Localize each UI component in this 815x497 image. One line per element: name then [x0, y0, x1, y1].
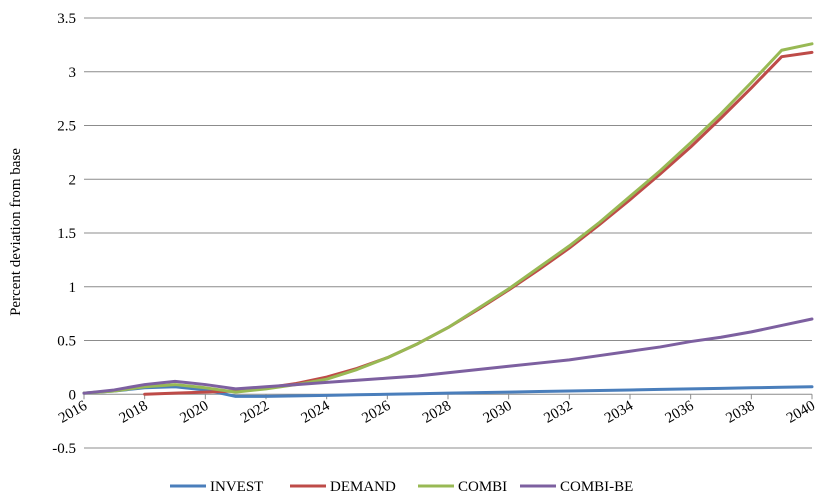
y-tick-label: 0	[69, 387, 77, 403]
x-tick-label: 2038	[723, 398, 757, 427]
x-tick-label: 2032	[541, 398, 575, 427]
legend: INVEST DEMAND COMBI COMBI-BE	[170, 479, 633, 495]
legend-item-combi: COMBI	[418, 479, 507, 495]
y-tick-label: 3.5	[57, 11, 76, 27]
series-line-combi-be	[82, 317, 814, 395]
y-tick-label: 2	[69, 172, 77, 188]
legend-item-combi-be: COMBI-BE	[520, 479, 633, 495]
legend-label: COMBI-BE	[560, 479, 633, 495]
series-line-invest	[82, 385, 814, 398]
legend-item-invest: INVEST	[170, 479, 263, 495]
x-tick-label: 2036	[663, 398, 697, 427]
series-lines	[82, 42, 814, 398]
x-tick-label: 2040	[784, 398, 815, 427]
legend-label: COMBI	[458, 479, 507, 495]
y-tick-label: 2.5	[57, 119, 76, 135]
y-tick-label: 0.5	[57, 334, 76, 350]
y-tick-label: 1	[69, 280, 77, 296]
x-axis-ticks: 2016 2018 2020 2022 2024 2026 2028 2030 2032 2034…	[56, 394, 815, 427]
x-tick-label: 2024	[299, 398, 333, 427]
legend-item-demand: DEMAND	[290, 479, 396, 495]
y-tick-label: 1.5	[57, 226, 76, 242]
gridlines	[84, 17, 812, 449]
x-tick-label: 2022	[238, 398, 272, 427]
y-axis-label: Percent deviation from base	[8, 148, 24, 316]
series-line-demand	[143, 50, 814, 396]
y-tick-label: 3	[69, 65, 77, 81]
legend-label: DEMAND	[330, 479, 396, 495]
x-tick-label: 2034	[602, 398, 636, 427]
x-tick-label: 2020	[177, 398, 211, 427]
x-tick-label: 2016	[56, 398, 90, 427]
legend-label: INVEST	[210, 479, 263, 495]
y-axis-ticks: -0.5 0 0.5 1 1.5 2 2.5 3 3.5	[52, 11, 76, 457]
x-tick-label: 2026	[359, 398, 393, 427]
x-tick-label: 2030	[481, 398, 515, 427]
x-tick-label: 2018	[117, 398, 151, 427]
y-tick-label: -0.5	[52, 441, 76, 457]
x-tick-label: 2028	[420, 398, 454, 427]
series-line-combi	[82, 42, 814, 395]
